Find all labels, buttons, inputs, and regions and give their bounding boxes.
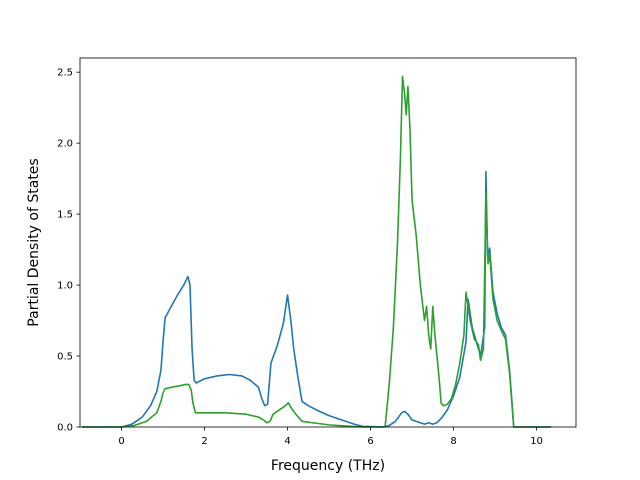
x-tick-label: 4: [284, 436, 290, 447]
y-tick-label: 0.0: [57, 423, 73, 434]
x-tick-label: 0: [118, 436, 124, 447]
x-axis-ticks: 0 2 4 6 8 10: [118, 427, 543, 447]
plot-frame: [79, 57, 577, 428]
y-tick-label: 1.0: [57, 281, 73, 292]
x-tick-label: 2: [201, 436, 207, 447]
series-line-1: [82, 170, 552, 428]
x-axis-label: Frequency (THz): [271, 458, 385, 474]
x-tick-label: 10: [530, 436, 543, 447]
plot-area: [80, 58, 576, 427]
y-tick-label: 2.5: [57, 68, 73, 79]
series-layer: [82, 75, 552, 428]
series-line-2: [82, 75, 552, 428]
y-tick-label: 0.5: [57, 352, 73, 363]
y-tick-label: 2.0: [57, 139, 73, 150]
x-tick-label: 6: [367, 436, 373, 447]
y-axis-ticks: 0.0 0.5 1.0 1.5 2.0 2.5: [57, 68, 80, 434]
y-tick-label: 1.5: [57, 210, 73, 221]
x-tick-label: 8: [450, 436, 456, 447]
y-axis-label: Partial Density of States: [26, 158, 42, 326]
